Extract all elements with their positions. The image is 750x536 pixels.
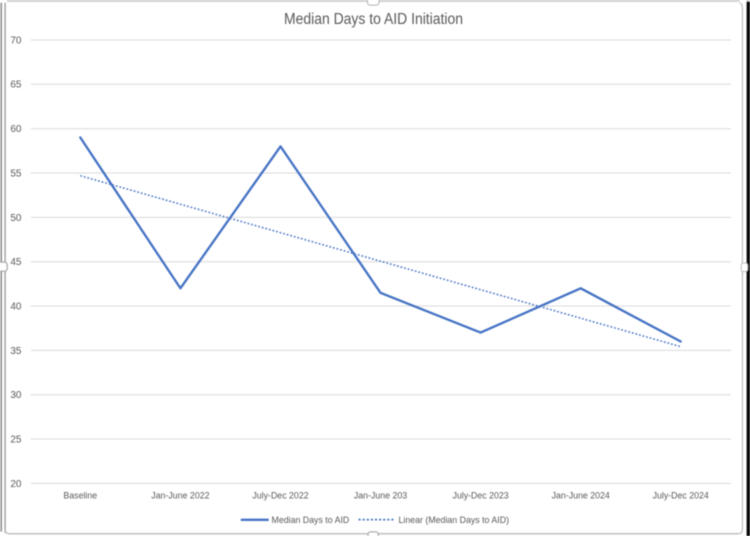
svg-text:July-Dec 2023: July-Dec 2023 — [452, 490, 508, 500]
svg-text:35: 35 — [10, 346, 22, 357]
svg-text:Jan-June 2024: Jan-June 2024 — [552, 490, 610, 500]
svg-text:55: 55 — [10, 168, 22, 179]
svg-text:Linear (Median Days to AID): Linear (Median Days to AID) — [399, 515, 510, 525]
svg-text:Median Days to AID: Median Days to AID — [272, 515, 350, 525]
svg-text:65: 65 — [10, 80, 22, 91]
svg-text:70: 70 — [10, 35, 22, 46]
svg-text:20: 20 — [10, 479, 22, 490]
svg-text:30: 30 — [10, 390, 22, 401]
svg-text:July-Dec 2024: July-Dec 2024 — [653, 490, 709, 500]
svg-text:Jan-June 2022: Jan-June 2022 — [151, 490, 209, 500]
svg-text:Jan-June 203: Jan-June 203 — [354, 490, 407, 500]
svg-text:July-Dec 2022: July-Dec 2022 — [252, 490, 308, 500]
svg-text:45: 45 — [10, 257, 22, 268]
svg-text:40: 40 — [10, 301, 22, 312]
svg-text:25: 25 — [10, 434, 22, 445]
svg-text:50: 50 — [10, 213, 22, 224]
svg-text:60: 60 — [10, 124, 22, 135]
svg-text:Baseline: Baseline — [63, 490, 97, 500]
svg-text:Median Days to AID Initiation: Median Days to AID Initiation — [284, 11, 463, 28]
